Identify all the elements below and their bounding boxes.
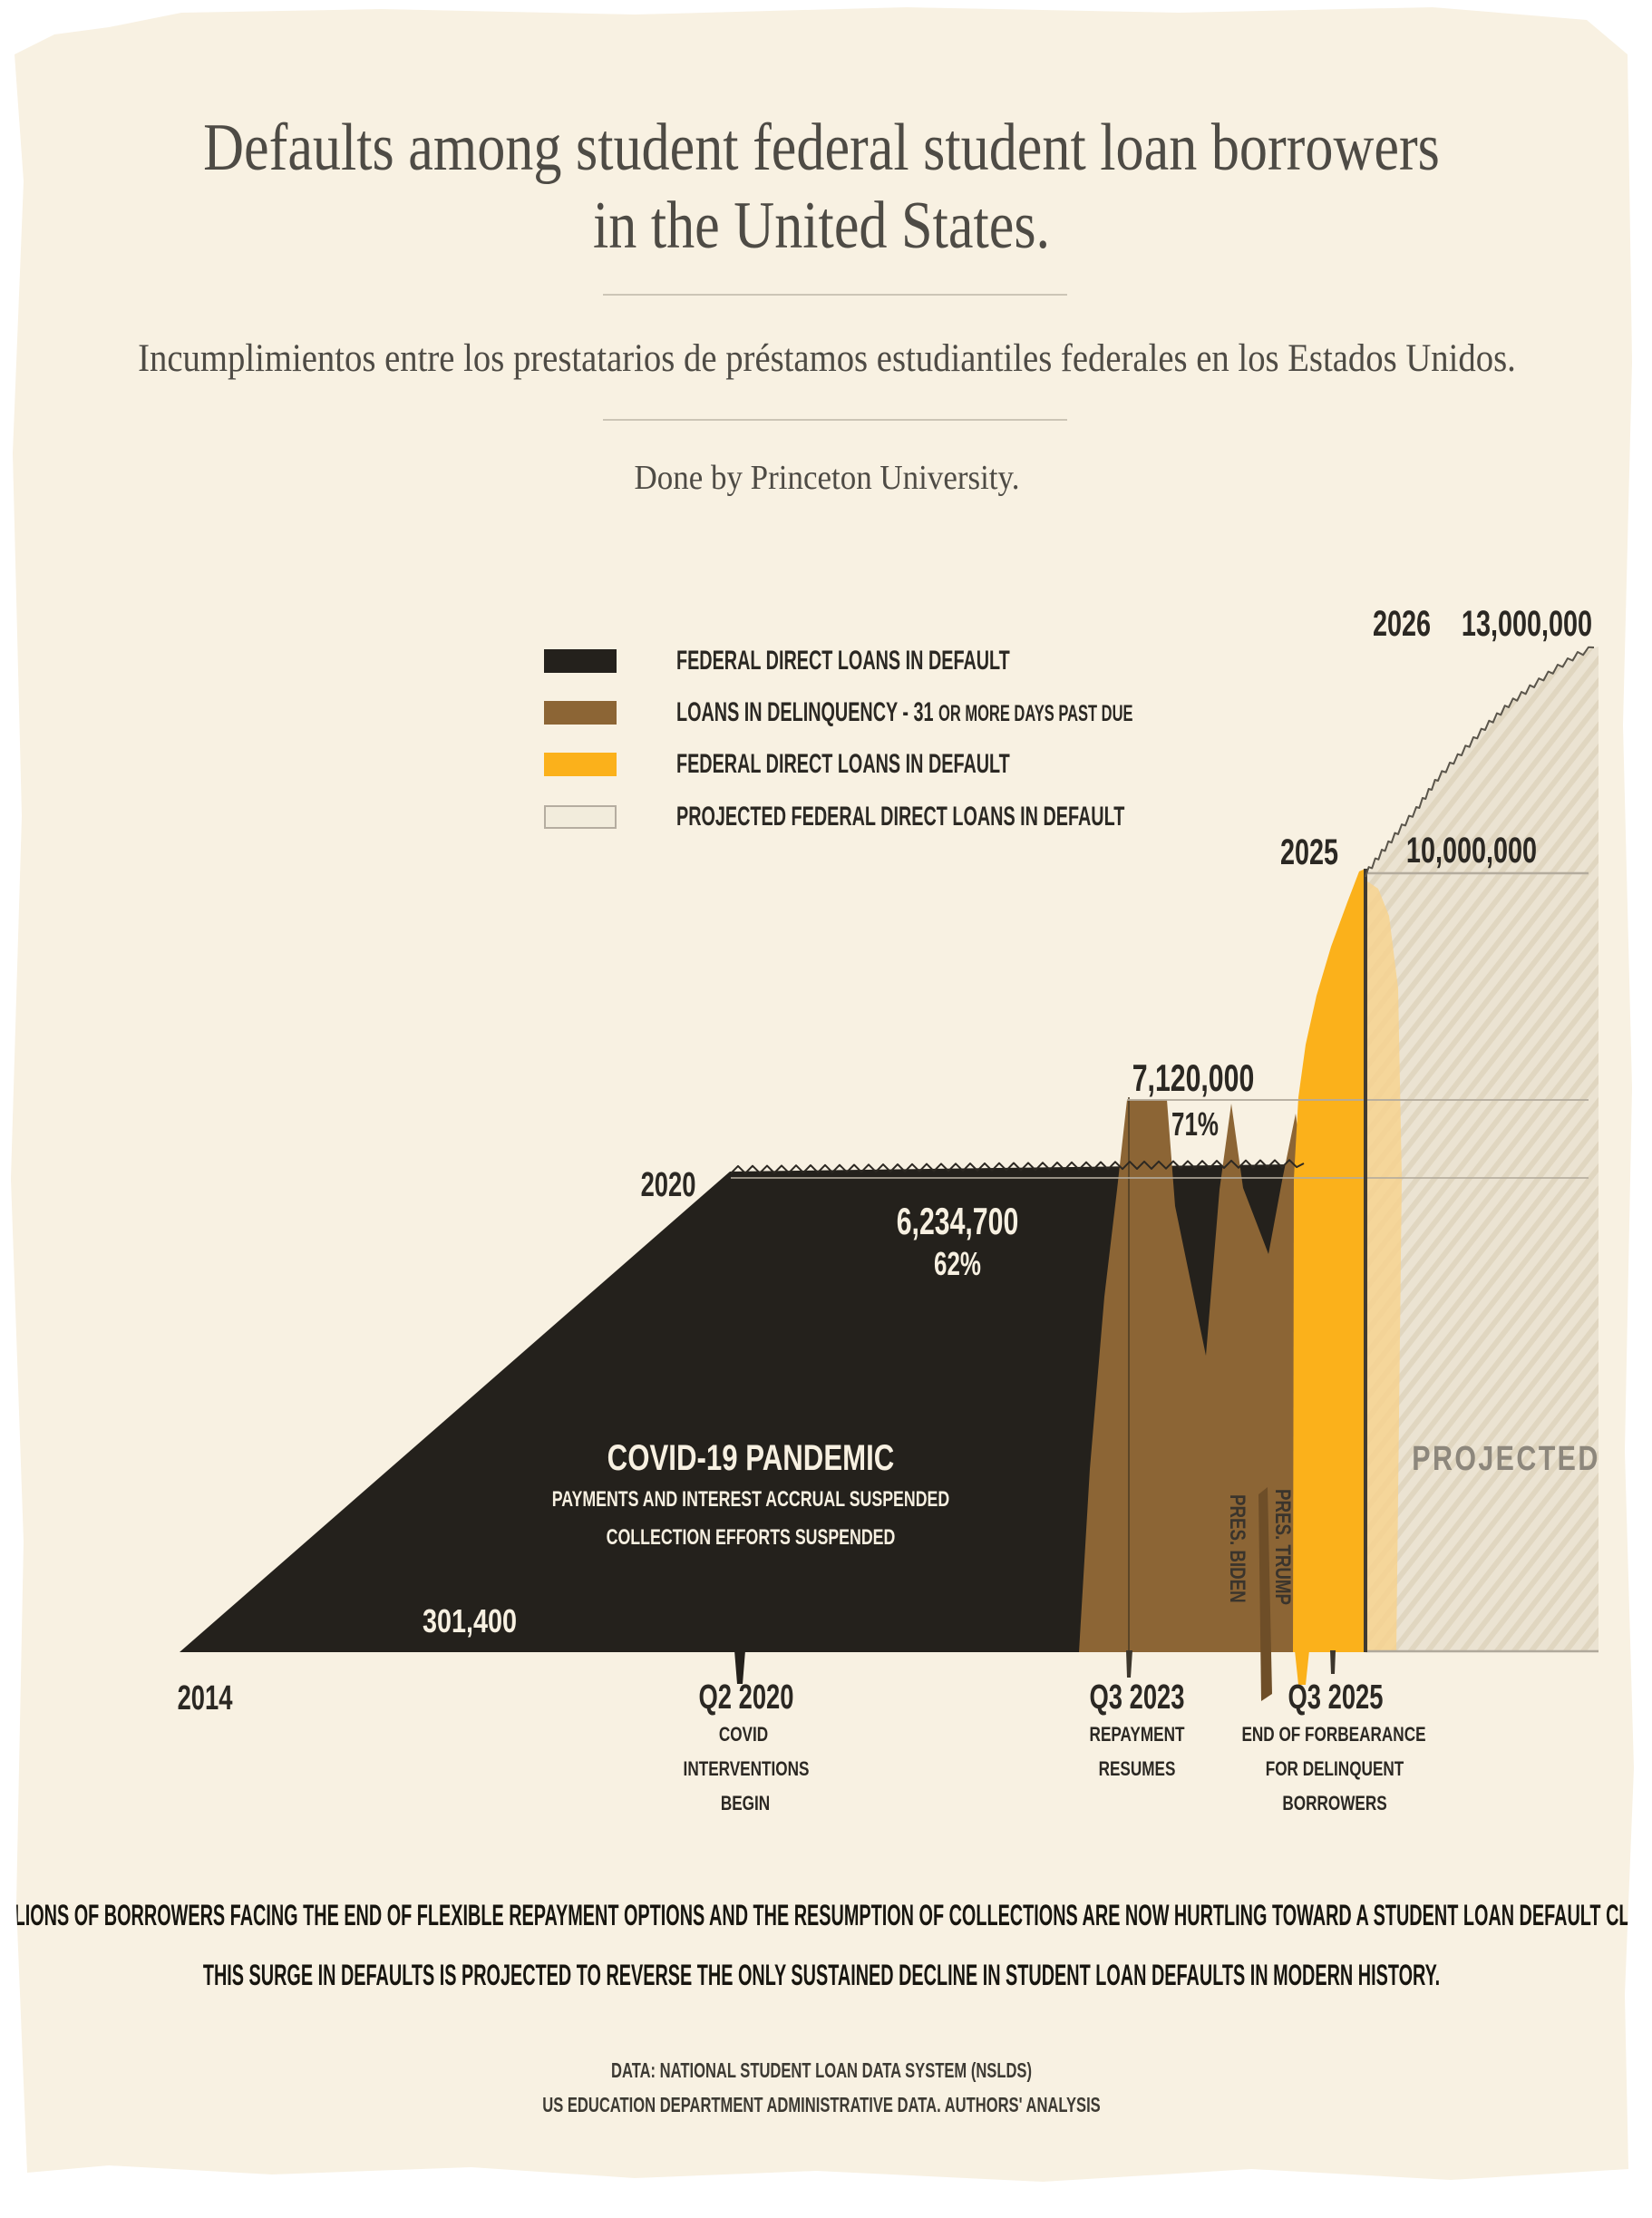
label-pct-2020: 62% (934, 1245, 981, 1282)
label-value-delinquency: 7,120,000 (1132, 1056, 1255, 1099)
label-projected: PROJECTED (1412, 1440, 1600, 1478)
legend-swatch-projected (544, 805, 617, 829)
delinquency-dark-streak (1258, 1487, 1272, 1701)
xtick-q3-2025-note3: BORROWERS (1282, 1792, 1387, 1814)
footer-line2: THIS SURGE IN DEFAULTS IS PROJECTED TO R… (202, 1959, 1441, 1991)
label-value-2025: 10,000,000 (1405, 831, 1538, 871)
label-year-2026: 2026 (1372, 604, 1432, 644)
projected-top-edge (1365, 646, 1595, 878)
default-surge-yellow (1293, 869, 1365, 1652)
legend-label-default-black: FEDERAL DIRECT LOANS IN DEFAULT (676, 646, 1010, 676)
label-pres-trump: PRES. TRUMP (1270, 1489, 1295, 1605)
page-title-line1: Defaults among student federal student l… (85, 114, 1557, 181)
byline: Done by Princeton University. (634, 459, 1020, 497)
legend-label-default-yellow: FEDERAL DIRECT LOANS IN DEFAULT (676, 749, 1010, 779)
title-text-1: Defaults among student federal student l… (203, 111, 1440, 185)
xtick-q2-2020-note3: BEGIN (720, 1792, 771, 1814)
legend-label-projected: PROJECTED FEDERAL DIRECT LOANS IN DEFAUL… (676, 802, 1125, 832)
label-value-2026: 13,000,000 (1461, 604, 1593, 644)
xtick-q3-2025-note2: FOR DELINQUENT (1265, 1757, 1404, 1780)
xtick-q3-2023-note1: REPAYMENT (1089, 1723, 1185, 1746)
xtick-q3-2025-note1: END OF FORBEARANCE (1241, 1723, 1426, 1746)
q3-2023-tick (1126, 1650, 1132, 1678)
divider-top (603, 294, 1067, 296)
label-covid-sub1: PAYMENTS AND INTEREST ACCRUAL SUSPENDED (551, 1487, 950, 1512)
data-source-line2: US EDUCATION DEPARTMENT ADMINISTRATIVE D… (542, 2093, 1101, 2116)
subtitle-spanish: Incumplimientos entre los prestatarios d… (138, 337, 1516, 380)
q3-2025-tick (1330, 1650, 1336, 1674)
xtick-q2-2020-note2: INTERVENTIONS (683, 1757, 810, 1780)
label-year-2020: 2020 (640, 1166, 696, 1204)
label-pct-delinquency: 71% (1171, 1105, 1219, 1143)
divider-bottom (603, 419, 1067, 421)
xtick-q3-2023-note2: RESUMES (1098, 1757, 1176, 1780)
xtick-q2-2020: Q2 2020 (698, 1678, 794, 1717)
label-covid-sub2: COLLECTION EFFORTS SUSPENDED (606, 1525, 896, 1550)
xtick-q2-2020-note1: COVID (718, 1723, 769, 1746)
data-source-line1: DATA: NATIONAL STUDENT LOAN DATA SYSTEM … (611, 2058, 1032, 2082)
title-text-2: in the United States. (592, 189, 1051, 263)
xtick-2014: 2014 (177, 1679, 233, 1717)
projected-area (1365, 647, 1599, 1652)
yellow-drip (1295, 1650, 1309, 1685)
surge-fringe-light-yellow (1367, 881, 1402, 1652)
page-title-line2: in the United States. (549, 192, 1093, 259)
q2-2020-tick (734, 1650, 745, 1684)
plateau-zigzag (730, 1159, 1305, 1174)
label-value-2020: 6,234,700 (896, 1200, 1019, 1242)
label-pres-biden: PRES. BIDEN (1225, 1494, 1249, 1603)
xtick-q3-2023: Q3 2023 (1089, 1678, 1185, 1717)
legend-swatch-default-black (544, 649, 617, 673)
footer-line1: MILLIONS OF BORROWERS FACING THE END OF … (0, 1899, 1652, 1931)
legend-label-delinquency: LOANS IN DELINQUENCY - 31 OR MORE DAYS P… (676, 697, 1133, 727)
default-area-black (180, 1164, 1293, 1652)
legend-swatch-default-yellow (544, 753, 617, 776)
data-source-label: DATA: (611, 2058, 656, 2082)
label-value-2014: 301,400 (422, 1602, 518, 1639)
label-year-2025: 2025 (1279, 832, 1339, 872)
label-covid-title: COVID-19 PANDEMIC (607, 1438, 895, 1478)
xtick-q3-2025: Q3 2025 (1288, 1678, 1384, 1717)
legend-swatch-delinquency (544, 701, 617, 725)
